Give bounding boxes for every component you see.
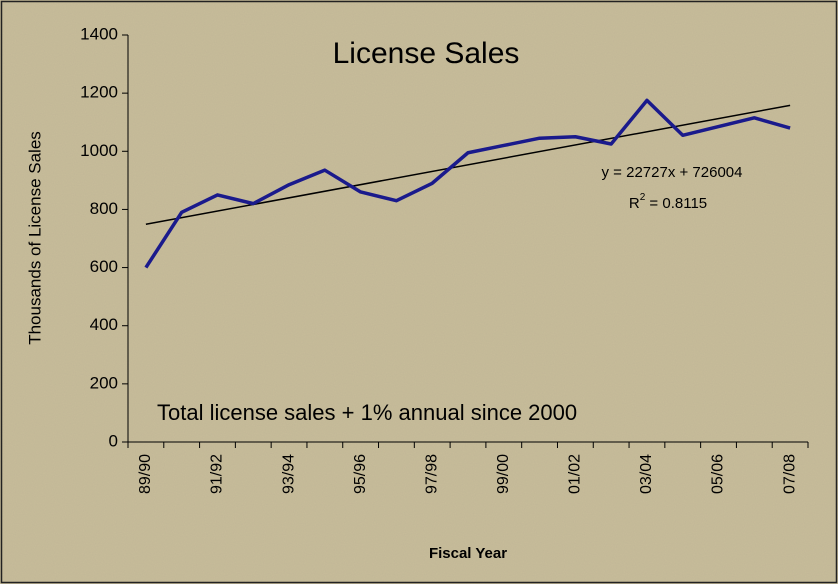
x-tick-label: 05/06 bbox=[710, 454, 727, 494]
x-tick-label: 99/00 bbox=[495, 454, 512, 494]
r-squared: R2 = 0.8115 bbox=[629, 192, 707, 212]
y-tick-label: 1200 bbox=[80, 83, 118, 102]
x-tick-label: 89/90 bbox=[137, 454, 154, 494]
x-tick-label: 01/02 bbox=[567, 454, 584, 494]
y-tick-label: 0 bbox=[109, 431, 118, 450]
r-squared-exponent: 2 bbox=[640, 192, 646, 203]
chart-title: License Sales bbox=[333, 37, 520, 70]
y-tick-label: 800 bbox=[90, 199, 118, 218]
x-axis-label: Fiscal Year bbox=[429, 545, 507, 562]
y-axis-label: Thousands of License Sales bbox=[25, 131, 44, 345]
series-line bbox=[144, 98, 791, 269]
x-tick-label: 07/08 bbox=[781, 454, 798, 494]
y-tick-label: 600 bbox=[90, 257, 118, 276]
x-tick-label: 97/98 bbox=[423, 454, 440, 494]
r-squared-text: = 0.8115 bbox=[645, 195, 707, 212]
x-tick-label: 95/96 bbox=[352, 454, 369, 494]
x-tick-label: 03/04 bbox=[638, 454, 655, 494]
annotation: Total license sales + 1% annual since 20… bbox=[157, 400, 577, 425]
y-tick-label: 400 bbox=[90, 315, 118, 334]
x-tick-label: 91/92 bbox=[209, 454, 226, 494]
y-tick-label: 1400 bbox=[80, 24, 118, 43]
trend-equation: y = 22727x + 726004 bbox=[602, 164, 743, 181]
r-squared-prefix: R bbox=[629, 195, 640, 212]
y-tick-label: 200 bbox=[90, 373, 118, 392]
x-tick-label: 93/94 bbox=[280, 454, 297, 494]
y-tick-label: 1000 bbox=[80, 141, 118, 160]
